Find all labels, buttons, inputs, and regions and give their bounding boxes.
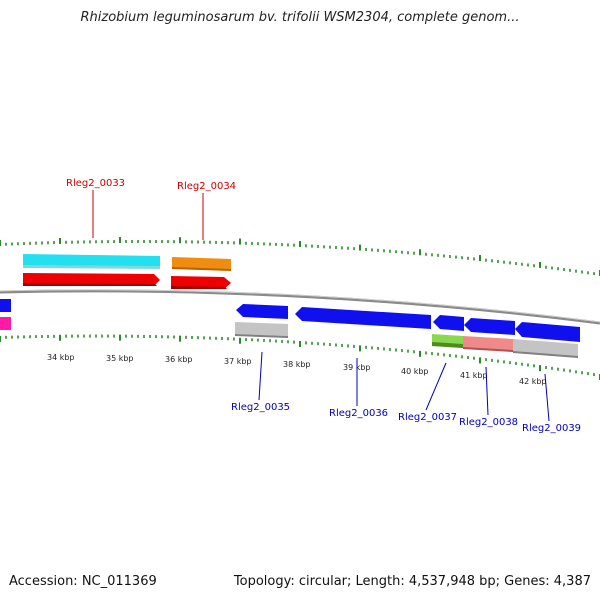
gene-feature-rleg2-0039[interactable]	[515, 322, 580, 342]
genome-backbone	[0, 289, 600, 325]
gene-label-rleg2-0039[interactable]: Rleg2_0039	[522, 423, 581, 434]
gene-feature-left-blue[interactable]	[0, 299, 11, 312]
gene-feature-rleg2-0034-shade	[171, 286, 227, 289]
gene-label-rleg2-0034[interactable]: Rleg2_0034	[177, 181, 236, 192]
leader-line-rleg2-0035	[258, 351, 263, 401]
kbp-label: 41 kbp	[460, 371, 488, 380]
kbp-label: 40 kbp	[401, 367, 429, 376]
reverse-features	[235, 304, 580, 358]
gene-feature-rleg2-0037-lime-shade	[432, 342, 463, 348]
gene-feature-cyan-shade	[23, 265, 160, 269]
kbp-label: 36 kbp	[165, 355, 193, 364]
gene-feature-cyan[interactable]	[23, 254, 160, 268]
gene-feature-rleg2-0033-shade	[23, 283, 157, 286]
kbp-label: 35 kbp	[106, 354, 134, 363]
gene-feature-rleg2-0033[interactable]	[23, 273, 160, 286]
gene-feature-rleg2-0039-gray-shade	[513, 351, 578, 358]
gene-feature-rleg2-0035-gray-shade	[235, 334, 288, 338]
map-title: Rhizobium leguminosarum bv. trifolii WSM…	[80, 10, 520, 25]
topology-text: Topology: circular; Length: 4,537,948 bp…	[233, 574, 591, 589]
forward-tick-ring	[0, 237, 600, 276]
genome-backbone-highlight	[0, 289, 600, 323]
leader-line-rleg2-0039	[544, 373, 550, 422]
gene-feature-rleg2-0038[interactable]	[464, 318, 515, 335]
gene-feature-rleg2-0035[interactable]	[236, 304, 288, 319]
leader-line-rleg2-0037	[425, 362, 447, 411]
kbp-label: 38 kbp	[283, 360, 311, 369]
gene-feature-rleg2-0035-gray[interactable]	[235, 322, 288, 336]
gene-feature-left-magenta[interactable]	[0, 317, 11, 330]
gene-feature-rleg2-0038-pink-shade	[463, 347, 513, 352]
forward-features	[23, 254, 231, 289]
gene-feature-rleg2-0034[interactable]	[171, 276, 231, 289]
reverse-tick-ring	[0, 334, 600, 380]
gene-feature-rleg2-0036[interactable]	[295, 307, 431, 329]
gene-feature-orange-shade	[172, 267, 231, 271]
kbp-label: 34 kbp	[47, 353, 75, 362]
forward-gene-labels: Rleg2_0033 Rleg2_0034	[66, 178, 236, 240]
gene-feature-orange[interactable]	[172, 257, 231, 270]
leader-line-rleg2-0038	[485, 366, 489, 416]
kbp-label: 42 kbp	[519, 377, 547, 386]
kbp-ruler: 34 kbp 35 kbp 36 kbp 37 kbp 38 kbp 39 kb…	[47, 353, 547, 386]
gene-label-rleg2-0038[interactable]: Rleg2_0038	[459, 417, 518, 428]
gene-label-rleg2-0033[interactable]: Rleg2_0033	[66, 178, 125, 189]
gene-feature-rleg2-0038-pink[interactable]	[463, 336, 513, 351]
kbp-label: 37 kbp	[224, 357, 252, 366]
gene-label-rleg2-0036[interactable]: Rleg2_0036	[329, 408, 388, 419]
gene-label-rleg2-0037[interactable]: Rleg2_0037	[398, 412, 457, 423]
gene-feature-rleg2-0037[interactable]	[433, 315, 464, 331]
accession-text: Accession: NC_011369	[9, 574, 157, 589]
reverse-gene-labels: Rleg2_0035 Rleg2_0036 Rleg2_0037 Rleg2_0…	[231, 351, 581, 434]
gene-label-rleg2-0035[interactable]: Rleg2_0035	[231, 402, 290, 413]
